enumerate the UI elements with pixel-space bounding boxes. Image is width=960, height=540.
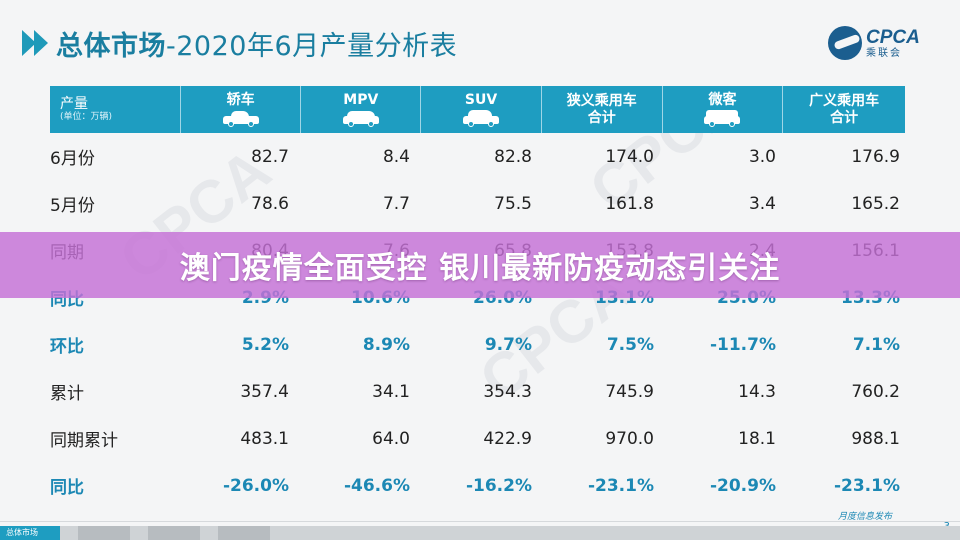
mpv-icon bbox=[341, 111, 381, 128]
logo-brand: CPCA bbox=[866, 26, 920, 48]
sedan-icon bbox=[221, 111, 261, 128]
footer-divider bbox=[0, 521, 960, 522]
row-label: 环比 bbox=[50, 337, 84, 357]
header: 总体市场-2020年6月产量分析表 bbox=[22, 18, 457, 68]
header-corner: 产量 (单位：万辆) bbox=[50, 86, 181, 133]
table-body: 6月份 82.7 8.4 82.8 174.0 3.0 176.9 5月份 78.6 7.7 75.… bbox=[50, 133, 905, 509]
cpca-logo-icon bbox=[828, 26, 862, 60]
table-cell: 7.1% bbox=[852, 334, 900, 355]
footer-note: 月度信息发布 bbox=[837, 512, 892, 522]
headline-text: 澳门疫情全面受控 银川最新防疫动态引关注 bbox=[179, 251, 781, 286]
table-cell: 75.5 bbox=[494, 193, 532, 214]
table-cell: 5.2% bbox=[241, 334, 289, 355]
table-cell: 483.1 bbox=[240, 428, 289, 449]
column-header-minivan: 微客 bbox=[663, 86, 784, 133]
production-table: 产量 (单位：万辆) 轿车 MPV SUV 狭义乘用车 合计 微客 bbox=[50, 86, 905, 509]
table-cell: -16.2% bbox=[465, 475, 532, 496]
minivan-icon bbox=[702, 110, 742, 128]
footer-tab-overall[interactable]: 总体市场 bbox=[0, 526, 60, 540]
table-cell: 82.7 bbox=[251, 146, 289, 167]
table-cell: 82.8 bbox=[494, 146, 532, 167]
table-cell: 357.4 bbox=[240, 381, 289, 402]
table-cell: 7.5% bbox=[606, 334, 654, 355]
column-header-sedan: 轿车 bbox=[181, 86, 302, 133]
column-header-broad-total: 广义乘用车 合计 bbox=[809, 93, 880, 126]
table-cell: -11.7% bbox=[709, 334, 776, 355]
table-row: 同比 -26.0% -46.6% -16.2% -23.1% -20.9% -23.1% bbox=[50, 462, 905, 509]
table-cell: 970.0 bbox=[605, 428, 654, 449]
table-cell: 165.2 bbox=[851, 193, 900, 214]
table-row: 同期累计 483.1 64.0 422.9 970.0 18.1 988.1 bbox=[50, 415, 905, 462]
column-header-narrow-total: 狭义乘用车 合计 bbox=[542, 86, 663, 133]
table-cell: 988.1 bbox=[851, 428, 900, 449]
table-cell: 64.0 bbox=[372, 428, 410, 449]
column-header-suv: SUV bbox=[421, 86, 542, 133]
table-row: 6月份 82.7 8.4 82.8 174.0 3.0 176.9 bbox=[50, 133, 905, 180]
table-cell: 14.3 bbox=[738, 381, 776, 402]
footer-tab[interactable] bbox=[218, 526, 270, 540]
headline-banner: 澳门疫情全面受控 银川最新防疫动态引关注 bbox=[0, 232, 960, 298]
table-cell: 354.3 bbox=[483, 381, 532, 402]
footer-tab[interactable] bbox=[78, 526, 130, 540]
table-row: 环比 5.2% 8.9% 9.7% 7.5% -11.7% 7.1% bbox=[50, 321, 905, 368]
table-cell: 78.6 bbox=[251, 193, 289, 214]
table-row: 5月份 78.6 7.7 75.5 161.8 3.4 165.2 bbox=[50, 180, 905, 227]
column-header-mpv: MPV bbox=[301, 86, 422, 133]
table-cell: 3.0 bbox=[748, 146, 776, 167]
table-cell: 161.8 bbox=[605, 193, 654, 214]
table-cell: 18.1 bbox=[738, 428, 776, 449]
table-cell: -23.1% bbox=[833, 475, 900, 496]
row-label: 同期累计 bbox=[50, 431, 118, 451]
table-cell: 174.0 bbox=[605, 146, 654, 167]
row-label: 累计 bbox=[50, 384, 84, 404]
table-cell: -23.1% bbox=[587, 475, 654, 496]
cpca-logo: CPCA 乘联会 bbox=[828, 20, 938, 66]
table-cell: 422.9 bbox=[483, 428, 532, 449]
table-cell: 760.2 bbox=[851, 381, 900, 402]
table-cell: 8.4 bbox=[382, 146, 410, 167]
table-cell: 176.9 bbox=[851, 146, 900, 167]
table-cell: -26.0% bbox=[222, 475, 289, 496]
row-label: 同比 bbox=[50, 478, 84, 498]
page-title: 总体市场-2020年6月产量分析表 bbox=[56, 30, 458, 62]
table-cell: -20.9% bbox=[709, 475, 776, 496]
chevron-icon bbox=[22, 30, 48, 56]
row-label: 5月份 bbox=[50, 196, 95, 216]
row-label: 6月份 bbox=[50, 149, 95, 169]
suv-icon bbox=[461, 110, 501, 128]
footer-tab[interactable] bbox=[148, 526, 200, 540]
table-cell: 745.9 bbox=[605, 381, 654, 402]
table-header: 产量 (单位：万辆) 轿车 MPV SUV 狭义乘用车 合计 微客 bbox=[50, 86, 905, 133]
table-cell: 34.1 bbox=[372, 381, 410, 402]
table-cell: 8.9% bbox=[362, 334, 410, 355]
footer-bar: 总体市场 bbox=[0, 526, 960, 540]
logo-name: 乘联会 bbox=[866, 47, 902, 59]
table-cell: 9.7% bbox=[484, 334, 532, 355]
table-cell: -46.6% bbox=[343, 475, 410, 496]
table-cell: 3.4 bbox=[748, 193, 776, 214]
table-cell: 7.7 bbox=[382, 193, 410, 214]
table-row: 累计 357.4 34.1 354.3 745.9 14.3 760.2 bbox=[50, 368, 905, 415]
